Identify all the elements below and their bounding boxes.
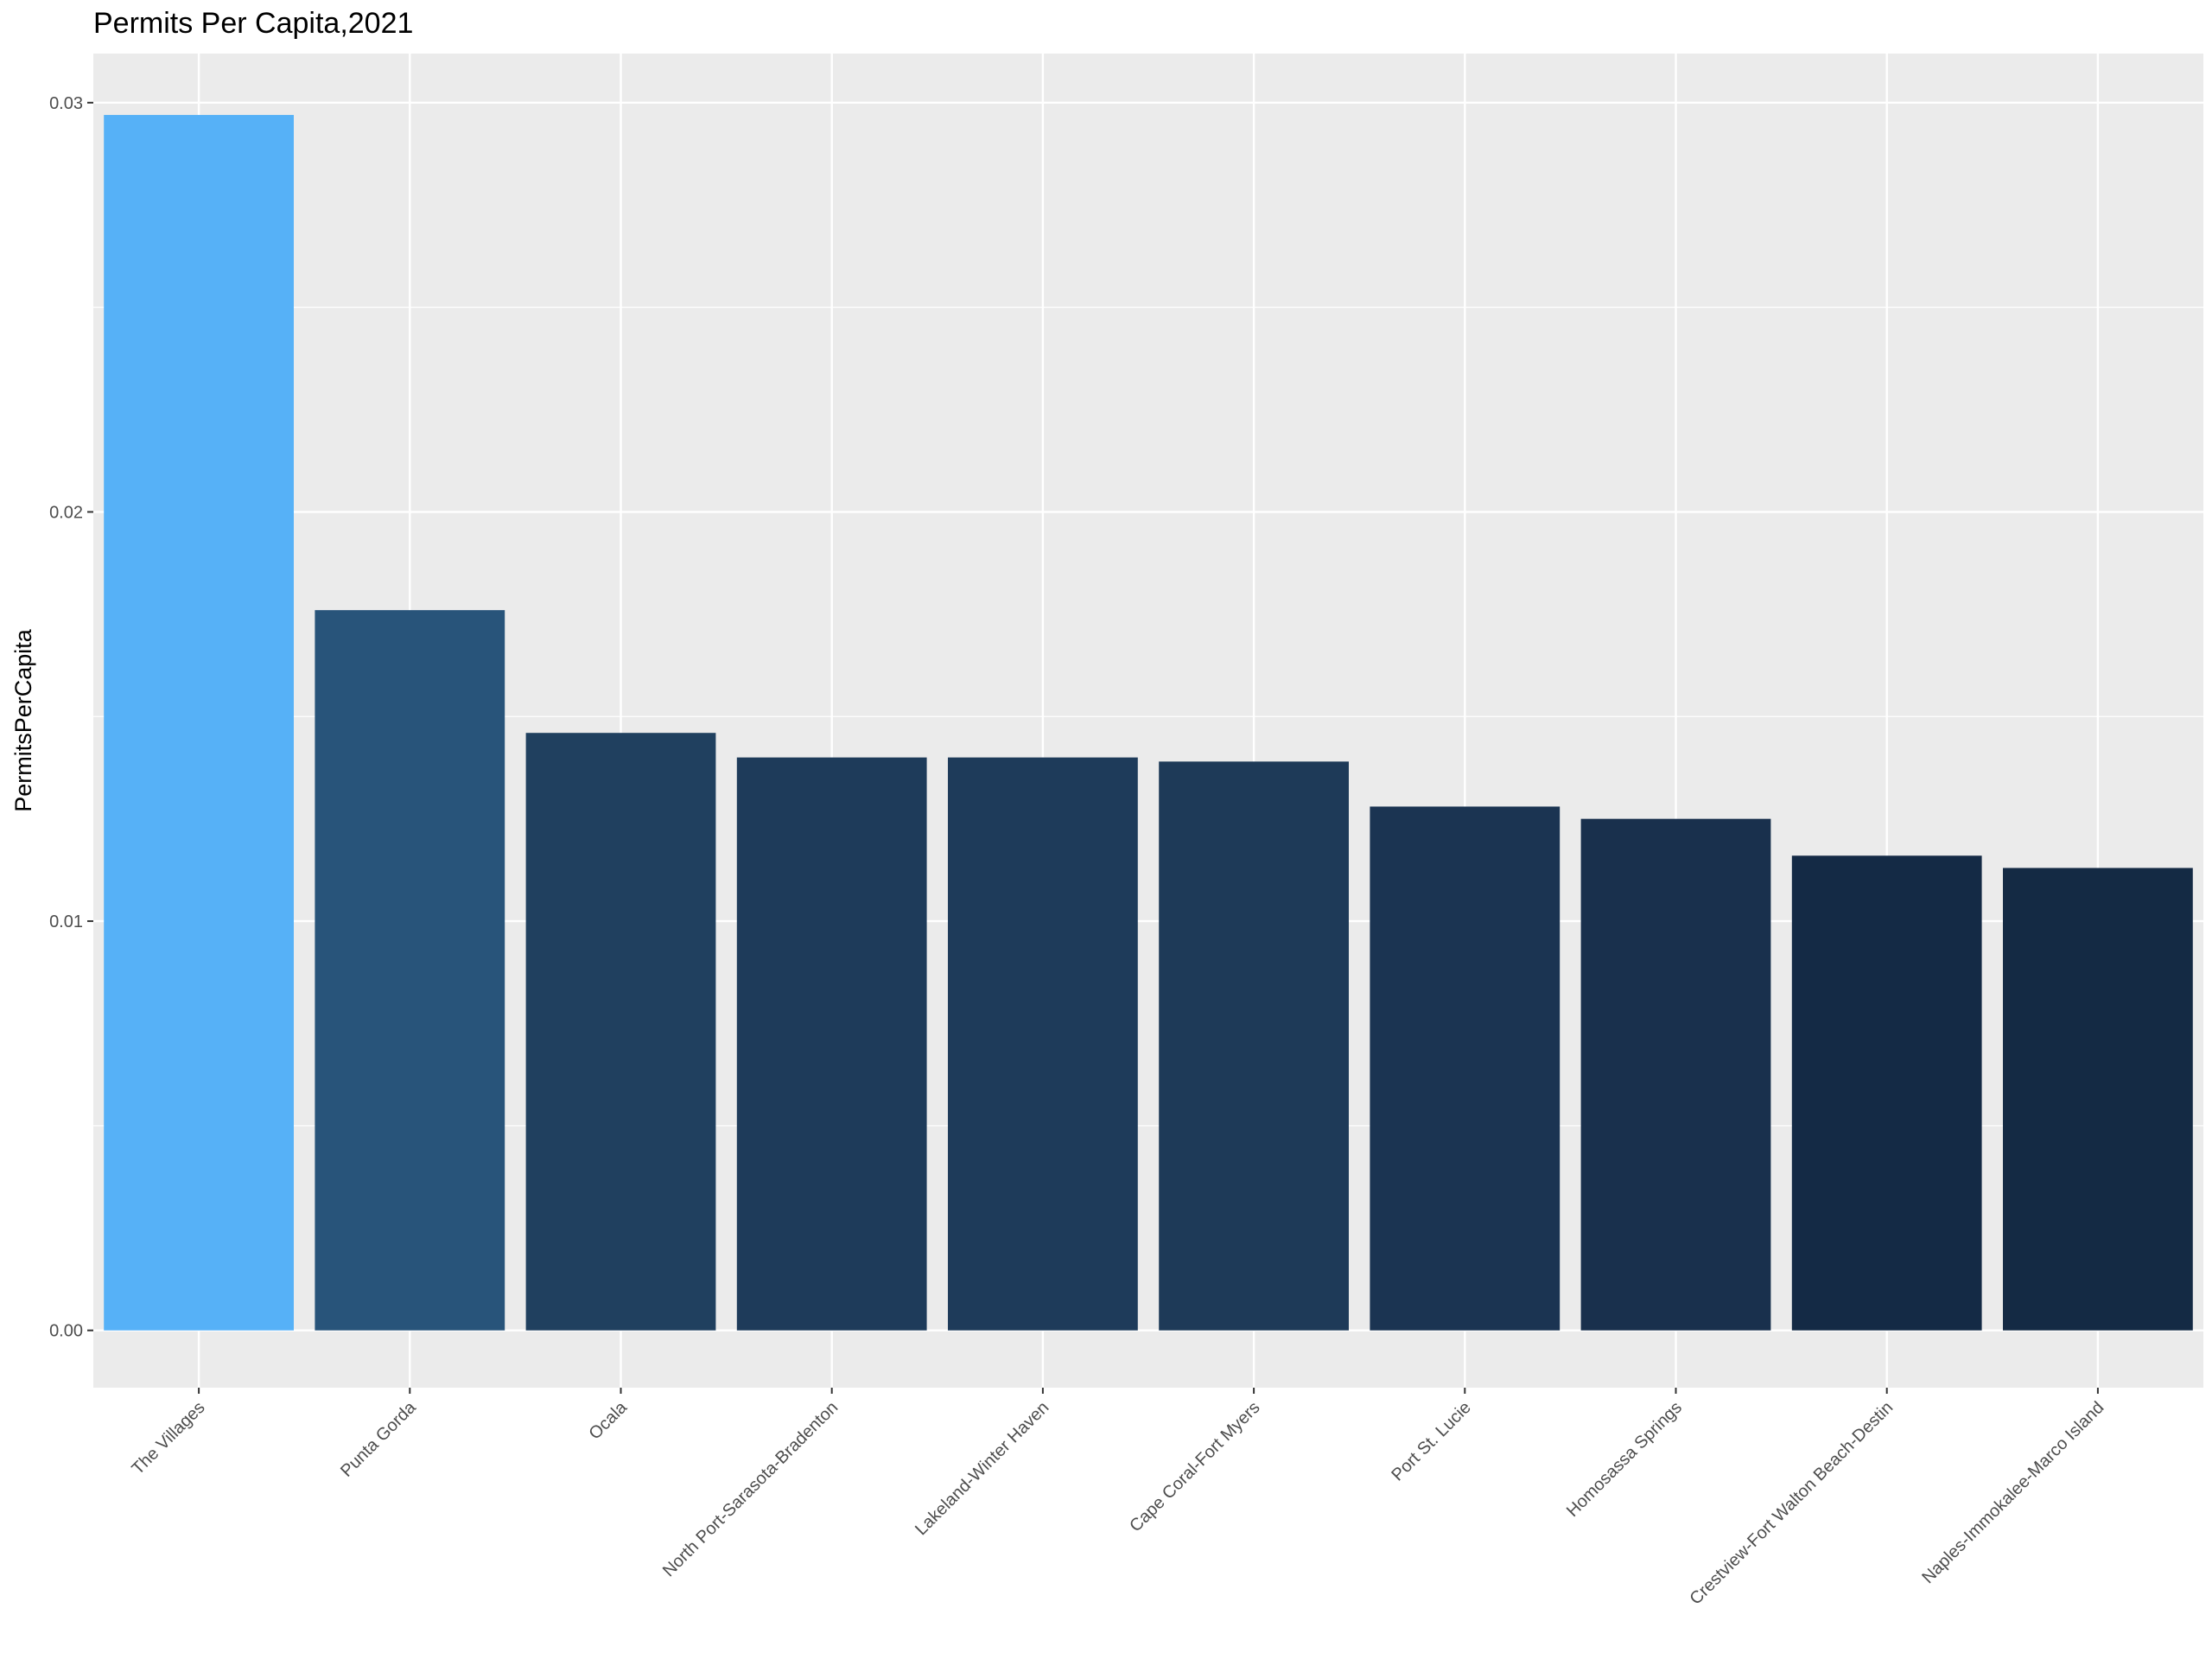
bar [1159,761,1349,1331]
x-tick-label: Ocala [586,1397,632,1443]
y-tick-label: 0.01 [49,912,83,931]
bar [736,757,927,1331]
bar [1791,855,1982,1331]
bar [948,757,1138,1331]
x-tick-label: Cape Coral-Fort Myers [1126,1398,1263,1535]
x-tick-label: The Villages [129,1398,209,1478]
y-tick-label: 0.03 [49,94,83,113]
x-tick-label: Punta Gorda [337,1397,420,1480]
x-tick-label: Lakeland-Winter Haven [912,1398,1052,1539]
x-tick-label: North Port-Sarasota-Bradenton [659,1398,842,1580]
x-tick-label: Homosassa Springs [1563,1398,1686,1521]
bar [1580,818,1771,1331]
x-tick-label: Crestview-Fort Walton Beach-Destin [1687,1398,1897,1609]
bar [315,610,505,1331]
y-axis: 0.00 0.01 0.02 0.03 [49,94,93,1341]
x-tick-label: Port St. Lucie [1388,1398,1474,1484]
y-tick-label: 0.00 [49,1322,83,1341]
x-axis: The Villages Punta Gorda Ocala North Port-S… [129,1388,2107,1609]
bar [525,733,716,1331]
bar [2003,868,2193,1331]
bars [104,115,2193,1331]
bar [104,115,294,1331]
y-axis-title: PermitsPerCapita [10,628,36,812]
bar [1370,806,1560,1331]
y-tick-label: 0.02 [49,503,83,522]
chart-title: Permits Per Capita,2021 [93,7,414,40]
x-tick-label: Naples-Immokalee-Marco Island [1918,1398,2107,1587]
